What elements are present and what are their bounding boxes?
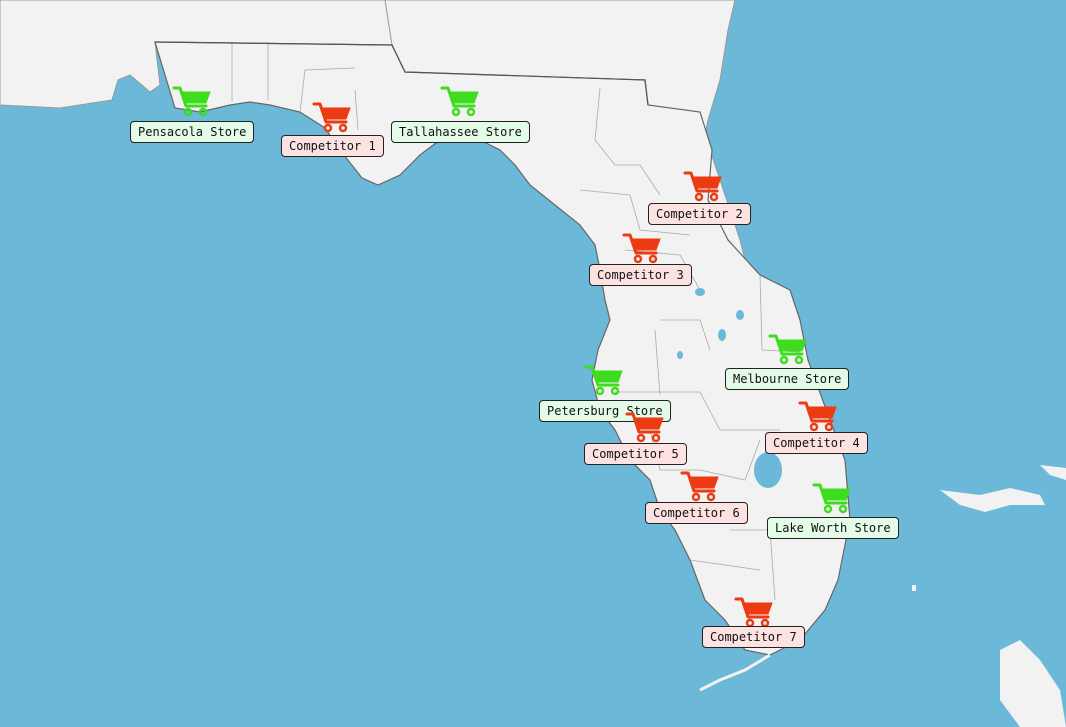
competitor-2-label[interactable]: Competitor 2: [648, 203, 751, 225]
melbourne-label[interactable]: Melbourne Store: [725, 368, 850, 390]
land-bahamas-3: [1000, 640, 1066, 727]
competitor-4-label[interactable]: Competitor 4: [765, 432, 868, 454]
competitor-2-cart-icon[interactable]: [683, 169, 723, 203]
competitor-6-label[interactable]: Competitor 6: [645, 502, 748, 524]
competitor-4-cart-icon[interactable]: [798, 399, 838, 433]
pensacola-label[interactable]: Pensacola Store: [130, 121, 255, 143]
land-bahamas-2: [1040, 465, 1066, 480]
petersburg-cart-icon[interactable]: [584, 363, 624, 397]
pensacola-cart-icon[interactable]: [172, 84, 212, 118]
competitor-1-label[interactable]: Competitor 1: [281, 135, 384, 157]
land-bahamas-1: [940, 488, 1045, 512]
competitor-3-cart-icon[interactable]: [622, 231, 662, 265]
competitor-3-label[interactable]: Competitor 3: [589, 264, 692, 286]
competitor-6-cart-icon[interactable]: [680, 469, 720, 503]
competitor-7-label[interactable]: Competitor 7: [702, 626, 805, 648]
lake-worth-label[interactable]: Lake Worth Store: [767, 517, 899, 539]
land-alabama: [0, 0, 393, 109]
competitor-1-cart-icon[interactable]: [312, 100, 352, 134]
competitor-5-cart-icon[interactable]: [625, 410, 665, 444]
lake-worth-cart-icon[interactable]: [812, 481, 852, 515]
competitor-7-cart-icon[interactable]: [734, 595, 774, 629]
tallahassee-cart-icon[interactable]: [440, 84, 480, 118]
competitor-5-label[interactable]: Competitor 5: [584, 443, 687, 465]
melbourne-cart-icon[interactable]: [768, 332, 808, 366]
tallahassee-label[interactable]: Tallahassee Store: [391, 121, 530, 143]
